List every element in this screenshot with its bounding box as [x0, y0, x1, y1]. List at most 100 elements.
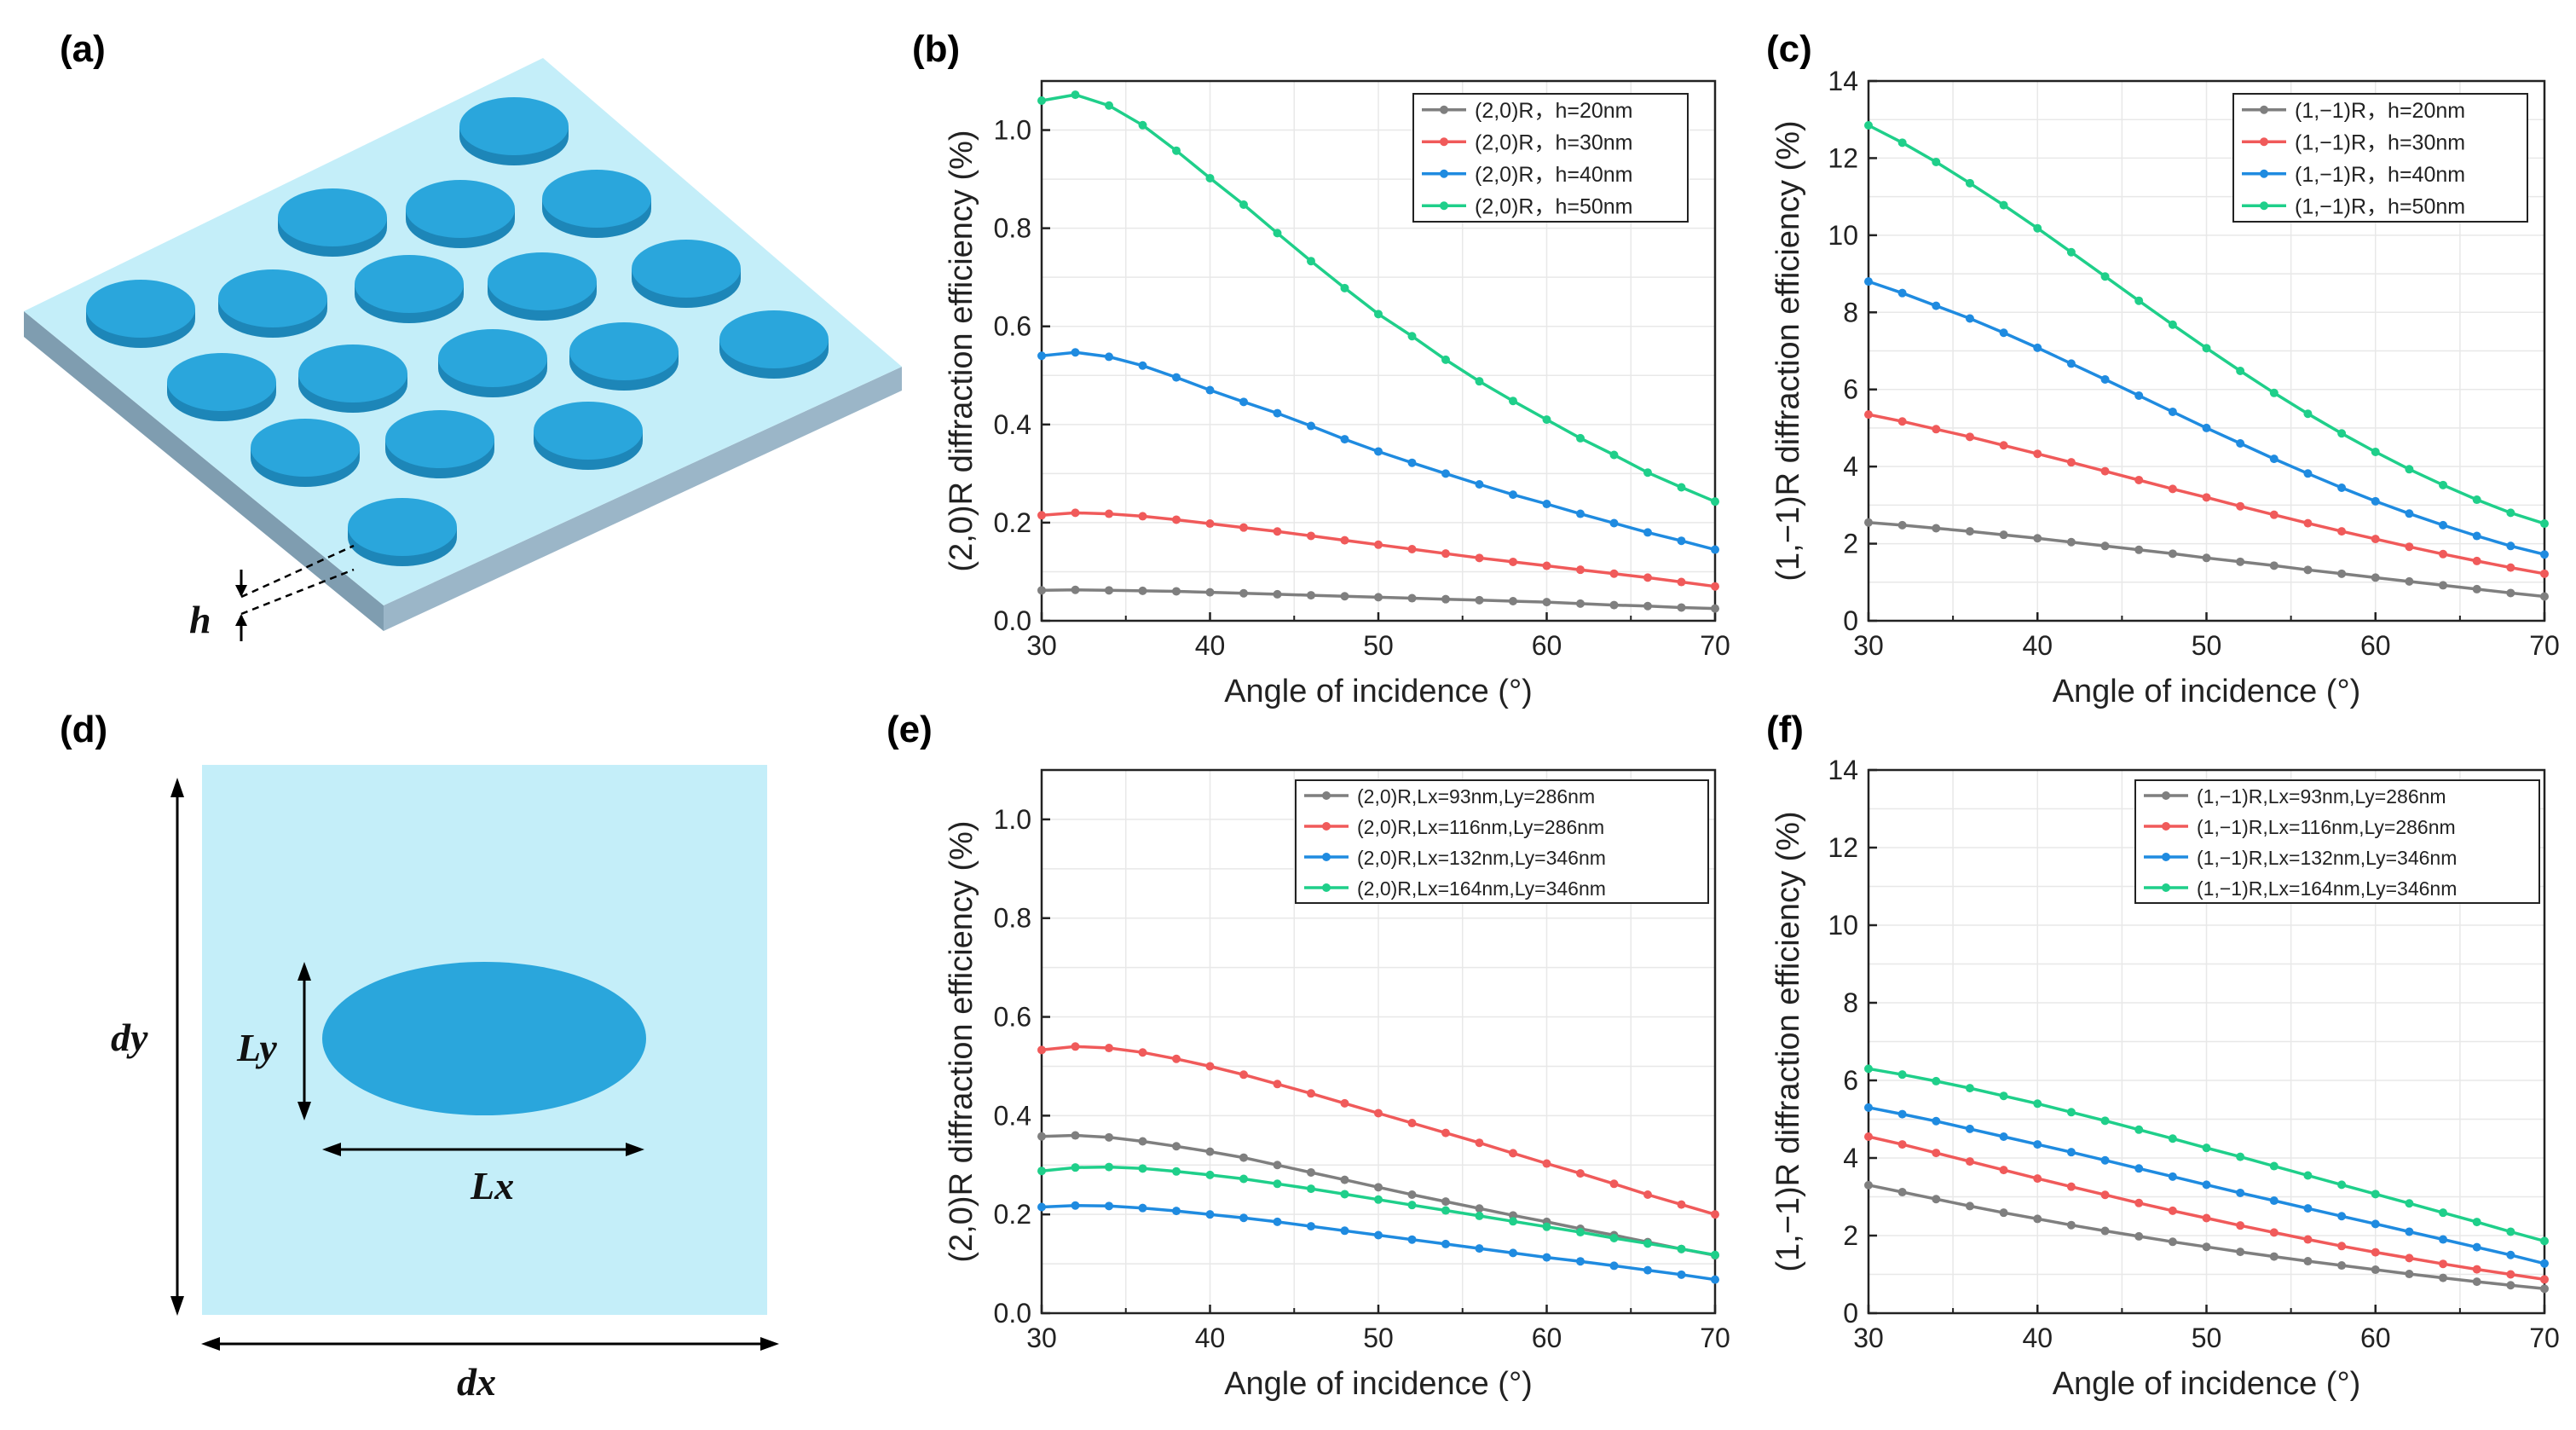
data-point: [1273, 1080, 1282, 1089]
legend-item: (1,−1)R,Lx=116nm,Ly=286nm: [2144, 816, 2456, 838]
data-point: [1172, 587, 1181, 596]
series-2: [1037, 1042, 1719, 1219]
data-point: [1071, 1163, 1080, 1172]
data-point: [2269, 1252, 2279, 1261]
data-point: [1105, 1132, 1113, 1142]
x-axis-label: Angle of incidence (°): [1224, 674, 1533, 709]
data-point: [1071, 585, 1080, 594]
data-point: [2439, 581, 2448, 590]
data-point: [1138, 361, 1147, 370]
data-point: [1864, 410, 1873, 420]
data-point: [1897, 417, 1907, 426]
data-point: [2202, 1180, 2211, 1190]
data-point: [1475, 377, 1484, 386]
data-point: [1999, 200, 2008, 210]
data-point: [1071, 90, 1080, 100]
data-point: [1239, 588, 1248, 598]
data-point: [2269, 561, 2279, 570]
data-point: [2100, 541, 2110, 551]
y-tick-label: 0.8: [994, 213, 1031, 244]
data-point: [1407, 593, 1417, 603]
legend-item: (2,0)R，h=50nm: [1422, 194, 1633, 218]
data-point: [1475, 553, 1484, 563]
data-point: [1965, 1084, 1974, 1093]
data-point: [1475, 480, 1484, 489]
x-tick-label: 60: [2360, 630, 2391, 661]
data-point: [1239, 200, 1248, 210]
data-point: [1441, 355, 1450, 364]
data-point: [1307, 1167, 1315, 1177]
data-point: [2066, 1182, 2076, 1191]
data-point: [1105, 352, 1113, 362]
data-point: [1307, 591, 1315, 600]
data-point: [1932, 1116, 1941, 1126]
legend-label: (1,−1)R,Lx=164nm,Ly=346nm: [2197, 877, 2457, 900]
data-point: [2540, 592, 2549, 601]
data-point: [2168, 1206, 2177, 1215]
data-point: [2472, 1242, 2481, 1252]
y-tick-label: 0.2: [994, 507, 1031, 538]
data-point: [2405, 576, 2414, 586]
chart-e: 30 40 50 60 70 0.0 0.2 0.4 0.6 0.8 1.0 Angle of inc…: [944, 768, 1730, 1402]
y-tick-label: 1.0: [994, 115, 1031, 146]
data-point: [2540, 1259, 2549, 1268]
data-point: [2439, 549, 2448, 559]
data-point: [2439, 480, 2448, 489]
data-point: [2506, 1270, 2515, 1279]
data-point: [2371, 1248, 2380, 1257]
data-point: [1643, 1265, 1652, 1275]
nanodisk: [569, 322, 679, 391]
data-point: [2303, 518, 2313, 528]
data-point: [1407, 1190, 1417, 1200]
data-point: [1374, 1195, 1383, 1204]
dx-label: dx: [457, 1360, 496, 1404]
nanodisk: [385, 410, 494, 478]
data-point: [1105, 1044, 1113, 1053]
data-point: [2168, 549, 2177, 559]
data-point: [1205, 519, 1215, 529]
data-point: [1475, 1204, 1484, 1213]
data-point: [1897, 1070, 1907, 1080]
data-point: [2168, 1237, 2177, 1247]
data-point: [2202, 553, 2211, 563]
data-point: [2405, 509, 2414, 518]
legend-item: (2,0)R,Lx=132nm,Ly=346nm: [1304, 847, 1606, 869]
data-point: [1542, 598, 1551, 607]
data-point: [1138, 1048, 1147, 1057]
legend-label: (1,−1)R，h=50nm: [2295, 194, 2465, 218]
y-tick-label: 0: [1843, 605, 1858, 636]
x-tick-label: 50: [2192, 1323, 2222, 1353]
data-point: [1037, 96, 1046, 106]
legend-swatch-marker: [2260, 137, 2268, 147]
nanodisk: [298, 344, 407, 413]
data-point: [2066, 1220, 2076, 1230]
legend-label: (2,0)R，h=40nm: [1475, 163, 1633, 187]
data-point: [1307, 1089, 1315, 1098]
data-point: [1677, 603, 1686, 612]
data-point: [1576, 1257, 1585, 1266]
data-point: [2540, 1284, 2549, 1294]
legend: (2,0)R，h=20nm (2,0)R，h=30nm (2,0)R，h=40nm (…: [1412, 93, 1689, 223]
legend-label: (2,0)R，h=20nm: [1475, 99, 1633, 123]
data-point: [2100, 1155, 2110, 1165]
data-point: [1273, 1161, 1282, 1170]
panel-d-unit-cell: (d) dy Ly Lx dx: [60, 709, 779, 1404]
data-point: [2540, 1275, 2549, 1284]
data-point: [1037, 1167, 1046, 1176]
data-point: [2439, 520, 2448, 530]
nanodisk: [534, 402, 643, 470]
data-point: [1897, 1188, 1907, 1197]
data-point: [1609, 600, 1619, 610]
data-point: [1037, 586, 1046, 595]
data-point: [1965, 1201, 1974, 1211]
y-tick-label: 8: [1843, 297, 1858, 327]
data-point: [1172, 515, 1181, 524]
data-point: [2236, 1152, 2245, 1161]
data-point: [1576, 433, 1585, 443]
x-axis-label: Angle of incidence (°): [2053, 674, 2361, 709]
data-point: [2168, 1134, 2177, 1143]
legend-item: (1,−1)R,Lx=93nm,Ly=286nm: [2144, 785, 2446, 808]
data-point: [2303, 1204, 2313, 1213]
panel-label-d: (d): [60, 709, 107, 750]
data-point: [1071, 508, 1080, 518]
